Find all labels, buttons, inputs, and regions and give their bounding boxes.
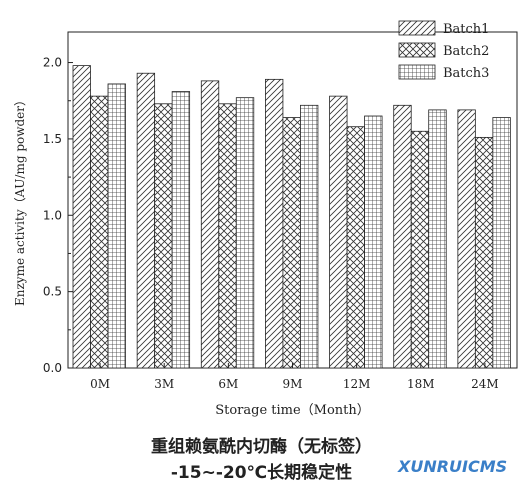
bar-batch1-3m [136,72,156,369]
bar-batch1-12m [329,95,348,369]
legend-label-batch2: Batch2 [443,44,489,59]
y-tick-label: 0.5 [43,285,62,299]
caption-title: 重组赖氨酰内切酶（无标签） [151,437,372,457]
watermark-logo: XUNRUICMS [398,457,508,476]
bar-batch3-0m [107,83,126,369]
legend: Batch1 Batch2 Batch3 [398,20,489,81]
x-tick-label: 3M [154,377,174,391]
bar-batch2-9m [282,117,301,369]
bar-batch2-24m [474,136,494,369]
bar-batch3-12m [364,115,383,369]
bar-batch1-24m [457,109,476,369]
legend-swatch-batch2 [398,42,436,58]
legend-label-batch3: Batch3 [443,66,489,81]
bar-batch1-9m [265,78,284,369]
y-tick-label: 2.0 [43,56,62,70]
x-tick-label: 6M [218,377,238,391]
x-tick-label: 9M [283,377,303,391]
x-tick-label: 18M [407,377,435,391]
bar-batch3-6m [235,97,255,369]
y-tick-label: 0.0 [43,361,62,375]
legend-label-batch1: Batch1 [443,22,489,37]
x-tick-label: 0M [90,377,110,391]
bar-batch3-18m [428,109,447,369]
axes: 0.0 0.5 1.0 1.5 2.0 Enzyme activity（AU/mg pow… [13,56,499,418]
bar-batch2-3m [154,103,173,369]
bars [72,65,511,369]
caption-subtitle: -15~-20℃长期稳定性 [170,463,353,483]
bar-batch3-24m [492,117,511,369]
y-tick-label: 1.0 [43,208,62,222]
bar-batch2-12m [346,126,365,369]
y-axis-label: Enzyme activity（AU/mg powder） [13,94,27,306]
bar-batch3-9m [300,104,319,369]
x-tick-label: 12M [343,377,371,391]
bar-batch2-0m [90,95,109,369]
x-tick-label: 24M [471,377,499,391]
y-tick-label: 1.5 [43,132,62,146]
legend-swatch-batch1 [398,20,436,36]
bar-batch1-18m [393,104,412,369]
bar-batch2-6m [218,103,237,369]
chart: 0.0 0.5 1.0 1.5 2.0 Enzyme activity（AU/mg pow… [13,20,518,418]
bar-batch2-18m [410,130,430,369]
x-axis-label: Storage time（Month） [215,403,370,418]
bar-batch1-0m [72,65,91,369]
legend-swatch-batch3 [398,64,436,80]
bar-batch1-6m [200,80,220,369]
bar-batch3-3m [171,91,191,369]
